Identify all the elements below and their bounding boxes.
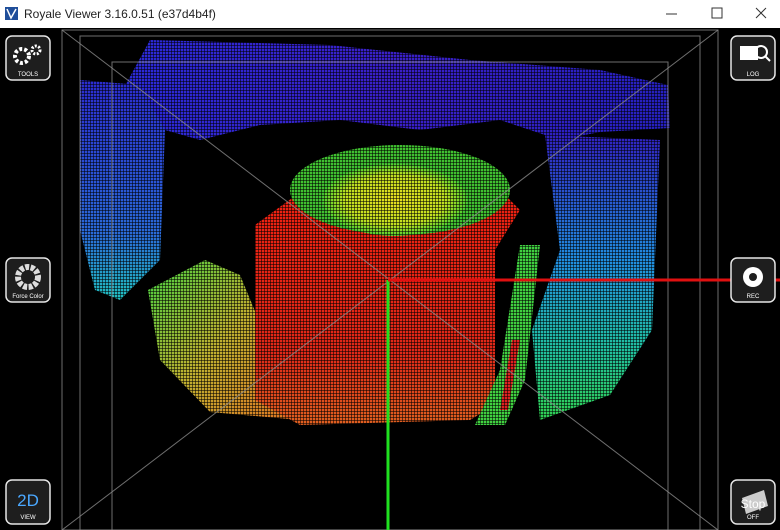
window-title: Royale Viewer 3.16.0.51 (e37d4b4f) bbox=[24, 7, 216, 21]
rec-button[interactable]: REC bbox=[730, 257, 776, 303]
stop-caption: OFF bbox=[747, 515, 759, 521]
stop-label: Stop bbox=[741, 497, 766, 511]
title-bar bbox=[0, 0, 780, 28]
log-button[interactable]: LOG bbox=[730, 35, 776, 81]
app-icon-glyph bbox=[6, 8, 17, 20]
tools-label: TOOLS bbox=[18, 72, 38, 78]
close-button[interactable] bbox=[755, 7, 767, 19]
force-color-label: Force Color bbox=[12, 294, 43, 300]
stop-button[interactable]: Stop OFF bbox=[730, 479, 776, 525]
view-2d-button[interactable]: 2D VIEW bbox=[5, 479, 51, 525]
tools-button[interactable]: TOOLS bbox=[5, 35, 51, 81]
rec-label: REC bbox=[747, 294, 760, 300]
log-label: LOG bbox=[747, 72, 760, 78]
force-color-button[interactable]: Force Color bbox=[5, 257, 51, 303]
maximize-button[interactable] bbox=[711, 7, 723, 19]
view-2d-caption: VIEW bbox=[20, 515, 36, 521]
view-2d-label: 2D bbox=[17, 491, 39, 510]
